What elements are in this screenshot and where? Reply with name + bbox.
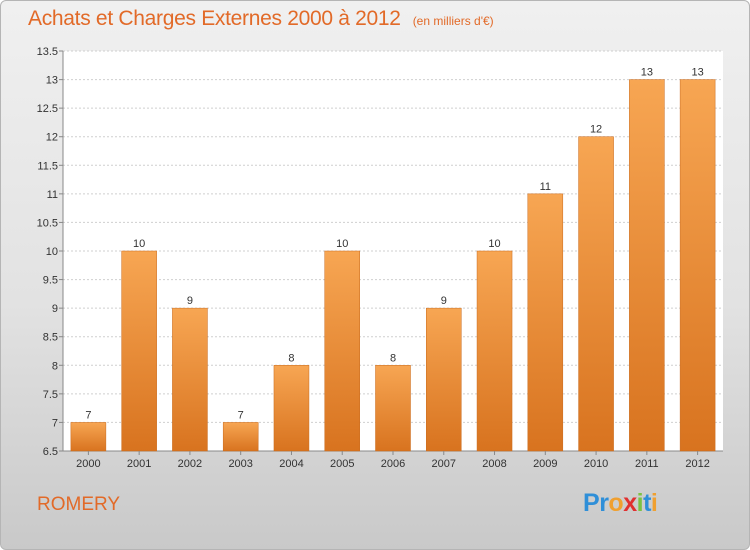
x-tick-label: 2005 <box>330 458 354 470</box>
x-tick-label: 2000 <box>76 458 100 470</box>
y-tick-label: 8 <box>52 360 58 372</box>
logo-letter: P <box>583 489 600 517</box>
bar <box>527 193 564 452</box>
x-tick-label: 2004 <box>279 458 303 470</box>
x-tick-label: 2008 <box>482 458 506 470</box>
bar-value-label: 13 <box>691 67 703 79</box>
bar <box>121 250 157 452</box>
y-tick-label: 7 <box>52 417 58 429</box>
logo-letter: i <box>636 489 644 517</box>
bar <box>70 422 107 452</box>
proxiti-logo: Proxiti <box>583 489 658 518</box>
chart-title-block: Achats et Charges Externes 2000 à 2012 (e… <box>28 7 494 31</box>
bar <box>426 307 462 452</box>
y-tick-label: 12 <box>46 132 58 144</box>
y-tick-label: 13 <box>46 75 58 87</box>
y-tick-label: 11.5 <box>37 160 58 172</box>
logo-letter: x <box>623 489 637 517</box>
x-tick-label: 2007 <box>432 458 456 470</box>
bar <box>679 79 716 452</box>
bar <box>578 136 614 452</box>
bar-value-label: 8 <box>288 352 294 364</box>
bar-value-label: 10 <box>336 238 348 250</box>
bar <box>375 365 411 452</box>
bar-value-label: 13 <box>641 67 653 79</box>
bar-value-label: 7 <box>238 409 244 421</box>
x-tick-label: 2003 <box>228 458 252 470</box>
y-tick-label: 10.5 <box>37 217 58 229</box>
bar-value-label: 8 <box>390 352 396 364</box>
y-tick-label: 9 <box>52 303 58 315</box>
y-tick-label: 13.5 <box>37 46 58 58</box>
y-tick-label: 10 <box>46 246 58 258</box>
bar-value-label: 12 <box>590 124 602 136</box>
chart-title: Achats et Charges Externes 2000 à 2012 <box>28 7 401 30</box>
bar <box>629 79 665 452</box>
logo-letter: t <box>643 489 651 517</box>
x-tick-label: 2002 <box>178 458 202 470</box>
bar-value-label: 10 <box>133 238 145 250</box>
y-tick-label: 6.5 <box>43 446 58 458</box>
bar-value-label: 7 <box>85 409 91 421</box>
x-tick-label: 2006 <box>381 458 405 470</box>
x-tick-label: 2012 <box>685 458 709 470</box>
bar-value-label: 10 <box>488 238 500 250</box>
logo-letter: i <box>650 489 658 517</box>
x-tick-label: 2009 <box>533 458 557 470</box>
y-tick-label: 9.5 <box>43 275 58 287</box>
y-tick-label: 11 <box>47 189 58 201</box>
bar <box>324 250 360 452</box>
bar-value-label: 9 <box>441 295 447 307</box>
bar <box>476 250 513 452</box>
bar-value-label: 11 <box>540 181 551 193</box>
x-tick-label: 2011 <box>635 458 659 470</box>
x-tick-label: 2001 <box>127 458 151 470</box>
logo-letter: o <box>608 489 624 517</box>
bar <box>222 422 259 452</box>
chart-subtitle: (en milliers d'€) <box>412 14 494 28</box>
x-tick-label: 2010 <box>584 458 608 470</box>
bar <box>273 365 310 452</box>
bar-value-label: 9 <box>187 295 193 307</box>
y-tick-label: 8.5 <box>43 332 58 344</box>
bar <box>172 307 208 452</box>
logo-letter: r <box>599 489 609 517</box>
commune-name: ROMERY <box>37 494 121 515</box>
y-tick-label: 7.5 <box>43 389 58 401</box>
y-tick-label: 12.5 <box>37 103 58 115</box>
